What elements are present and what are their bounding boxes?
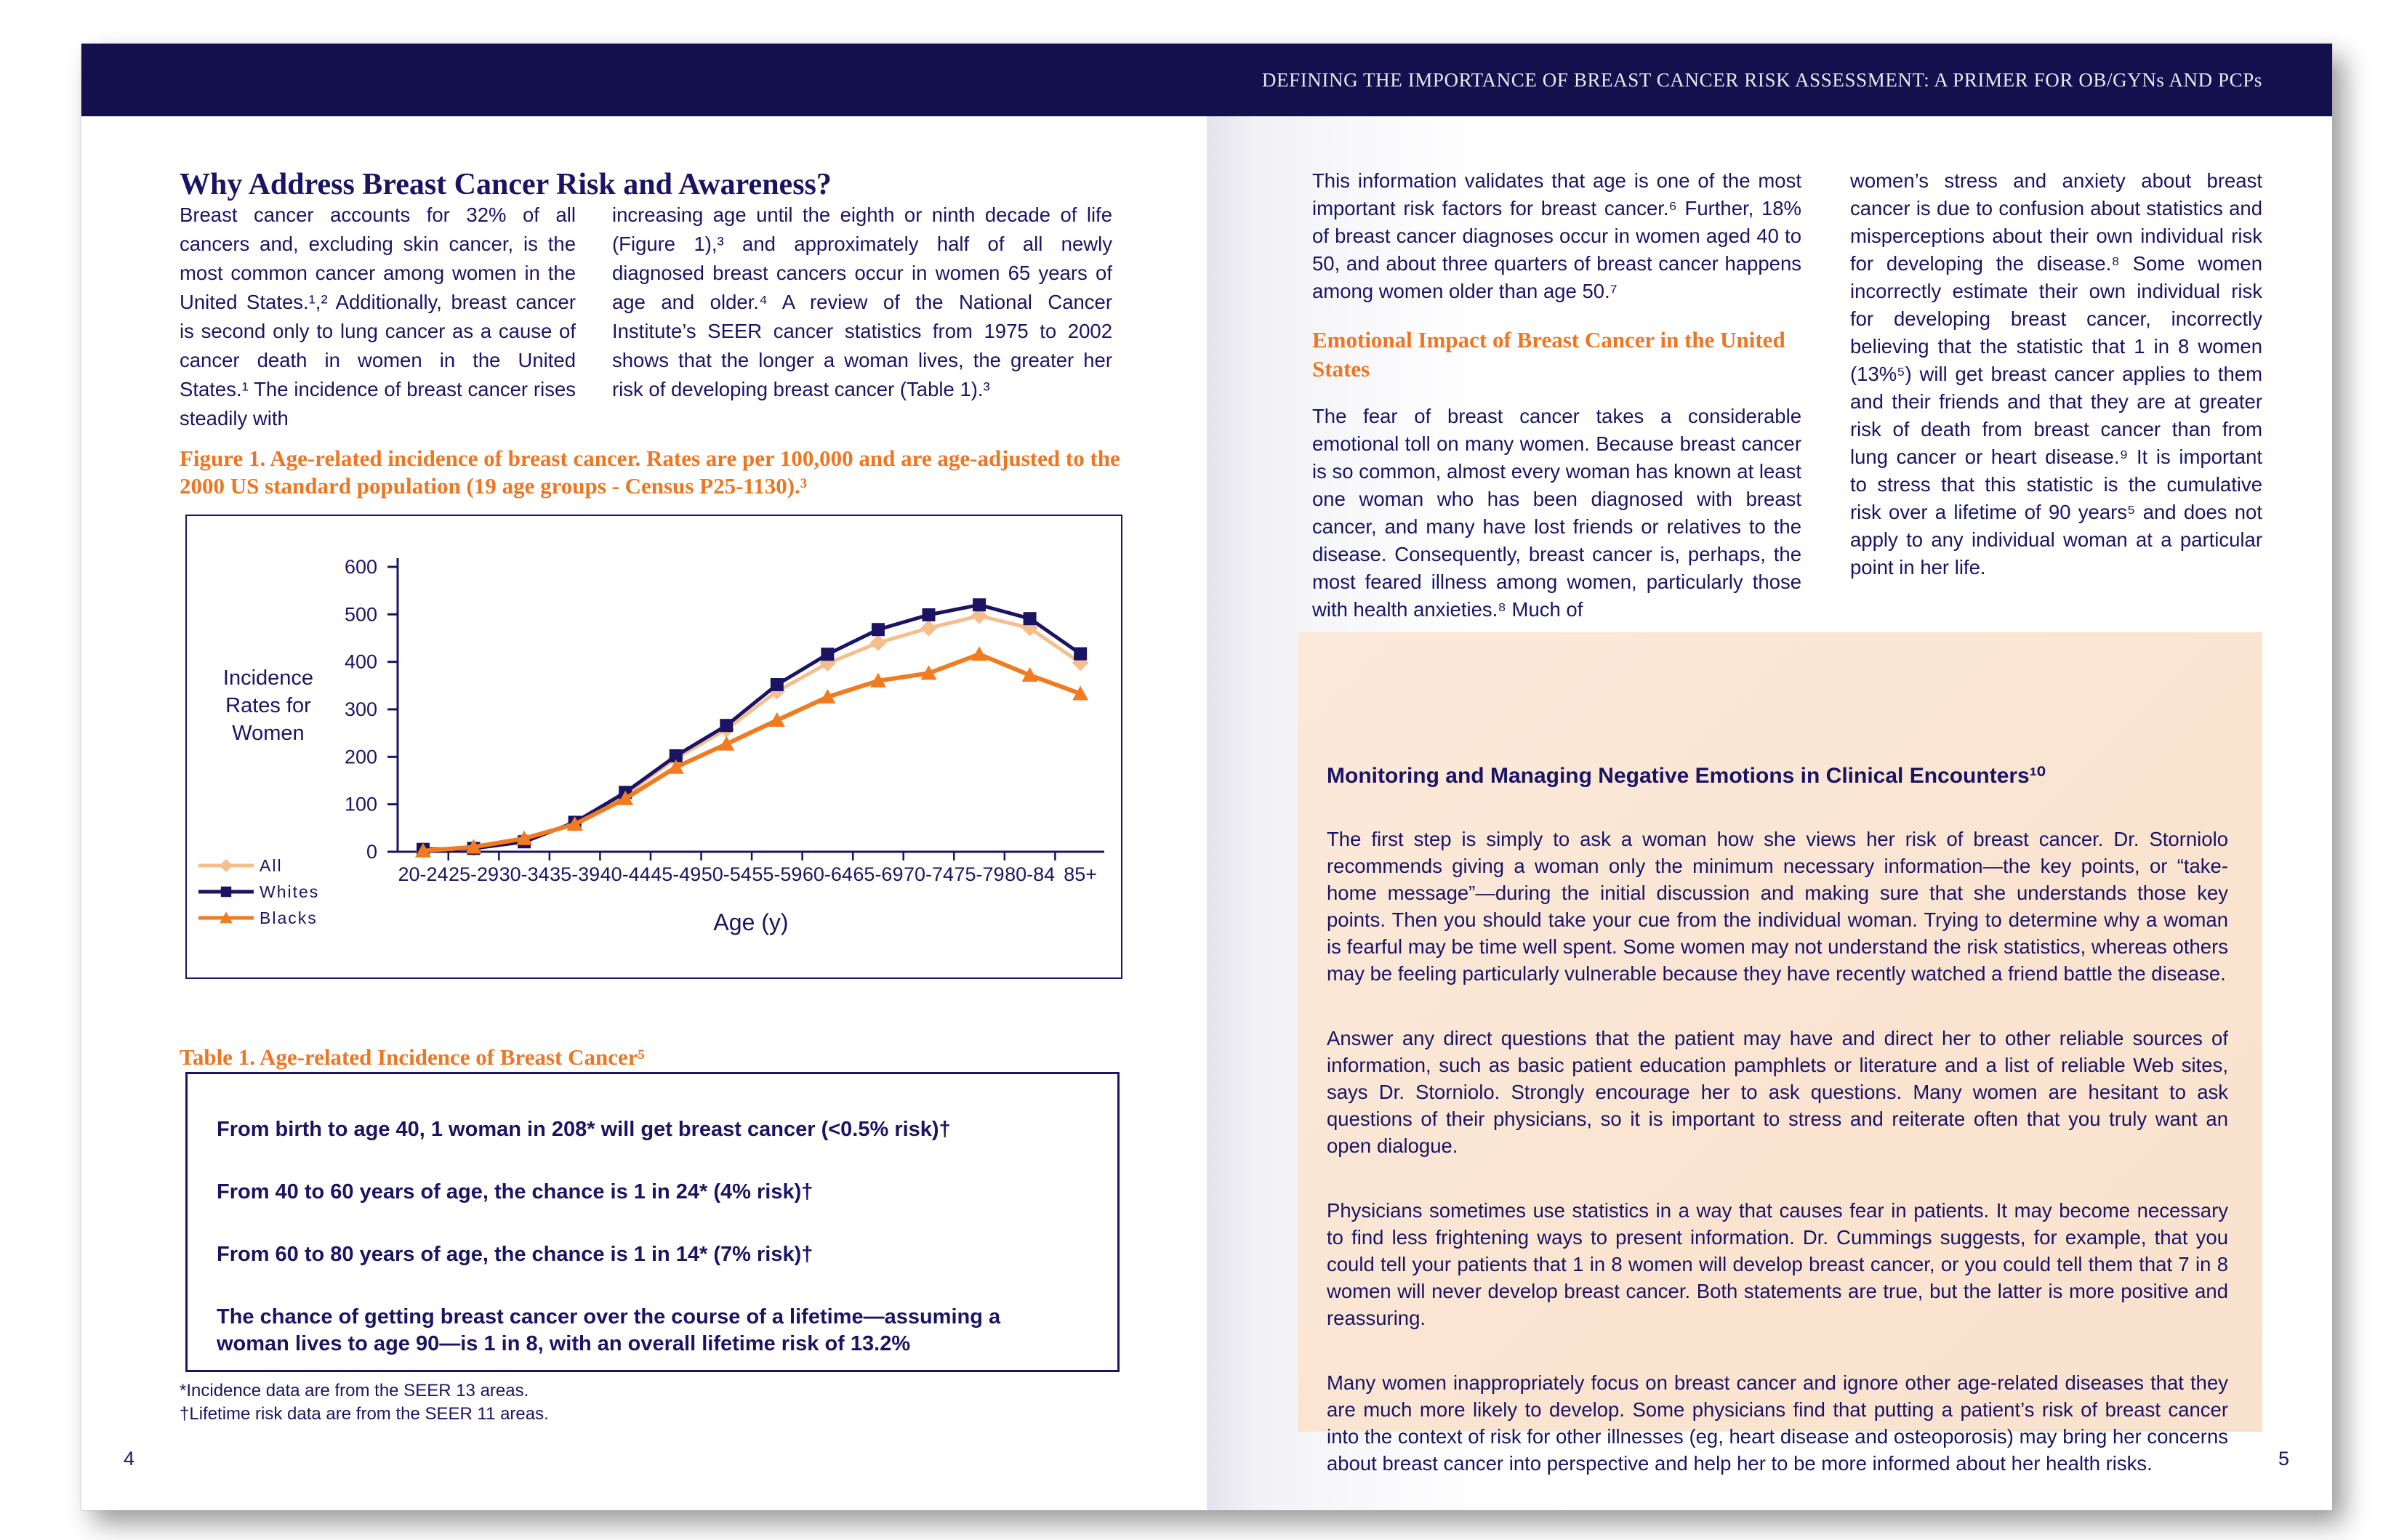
svg-text:45-49: 45-49: [651, 863, 701, 885]
paragraph: The fear of breast cancer takes a consid…: [1312, 405, 1801, 621]
svg-text:Blacks: Blacks: [260, 908, 318, 927]
table-row: From birth to age 40, 1 woman in 208* wi…: [217, 1118, 951, 1141]
svg-text:50-54: 50-54: [702, 863, 752, 885]
svg-text:35-39: 35-39: [550, 863, 600, 885]
sidebar-box-paragraph: Physicians sometimes use statistics in a…: [1327, 1199, 2228, 1329]
page-number-left: 4: [124, 1448, 135, 1470]
paragraph: This information validates that age is o…: [1312, 169, 1801, 302]
sidebar-box-monitoring: Monitoring and Managing Negative Emotion…: [1298, 632, 2262, 1475]
svg-text:Incidence: Incidence: [223, 666, 313, 690]
svg-text:Rates for: Rates for: [225, 694, 311, 717]
sidebar-box-paragraph: The first step is simply to ask a woman …: [1327, 828, 2228, 985]
svg-text:25-29: 25-29: [449, 863, 499, 885]
header-band: DEFINING THE IMPORTANCE OF BREAST CANCER…: [81, 44, 2332, 116]
emotional-impact-heading: Emotional Impact of Breast Cancer in the…: [1312, 327, 1785, 382]
table-footnotes: *Incidence data are from the SEER 13 are…: [180, 1379, 549, 1426]
footnote-lifetime: †Lifetime risk data are from the SEER 11…: [180, 1404, 549, 1424]
document-title: DEFINING THE IMPORTANCE OF BREAST CANCER…: [1261, 68, 2262, 91]
svg-text:70-74: 70-74: [904, 863, 954, 885]
figure1-chart-frame: 0 100 200 300 400 500 600 20-24 25-29 30-34 35-39 4…: [185, 515, 1122, 979]
table1: From birth to age 40, 1 woman in 208* wi…: [185, 1072, 1120, 1372]
document-spread: DEFINING THE IMPORTANCE OF BREAST CANCER…: [81, 44, 2332, 1510]
svg-text:65-69: 65-69: [853, 863, 903, 885]
svg-text:All: All: [260, 856, 283, 875]
left-column-text: Breast cancer accounts for 32% of all ca…: [180, 203, 576, 430]
footnote-incidence: *Incidence data are from the SEER 13 are…: [180, 1381, 529, 1400]
svg-text:600: 600: [345, 556, 377, 578]
page-number-right: 5: [2278, 1448, 2290, 1470]
svg-text:40-44: 40-44: [600, 863, 651, 885]
svg-text:100: 100: [345, 794, 377, 815]
svg-text:60-64: 60-64: [803, 863, 853, 885]
right-column-text: increasing age until the eighth or ninth…: [612, 203, 1112, 400]
right-page-column2: women’s stress and anxiety about breast …: [1850, 167, 2262, 581]
svg-text:Whites: Whites: [260, 882, 319, 901]
sidebar-box-paragraph: Answer any direct questions that the pat…: [1327, 1027, 2228, 1157]
right-page: This information validates that age is o…: [1207, 116, 2332, 1510]
svg-text:400: 400: [345, 651, 377, 673]
right-page-column1: This information validates that age is o…: [1312, 167, 1801, 624]
svg-text:Age (y): Age (y): [713, 909, 788, 935]
table-row: From 60 to 80 years of age, the chance i…: [217, 1243, 813, 1266]
svg-text:80-84: 80-84: [1005, 863, 1055, 885]
table-row: From 40 to 60 years of age, the chance i…: [217, 1180, 813, 1204]
svg-text:55-59: 55-59: [752, 863, 802, 885]
svg-text:500: 500: [345, 603, 377, 625]
page-title: Why Address Breast Cancer Risk and Aware…: [180, 168, 832, 201]
svg-text:20-24: 20-24: [398, 863, 448, 885]
table-row: The chance of getting breast cancer over…: [217, 1305, 1001, 1355]
svg-text:85+: 85+: [1064, 863, 1097, 885]
svg-text:300: 300: [345, 698, 377, 720]
svg-text:30-34: 30-34: [499, 863, 550, 885]
figure1-caption: Figure 1. Age-related incidence of breas…: [180, 446, 1120, 499]
svg-text:200: 200: [345, 746, 377, 767]
sidebar-box-title: Monitoring and Managing Negative Emotion…: [1327, 764, 2046, 788]
paragraph: women’s stress and anxiety about breast …: [1850, 169, 2262, 578]
svg-text:0: 0: [366, 841, 377, 863]
table1-caption: Table 1. Age-related Incidence of Breast…: [180, 1044, 645, 1070]
svg-text:Women: Women: [232, 722, 304, 745]
svg-text:75-79: 75-79: [955, 863, 1005, 885]
sidebar-box-paragraph: Many women inappropriately focus on brea…: [1327, 1371, 2228, 1475]
